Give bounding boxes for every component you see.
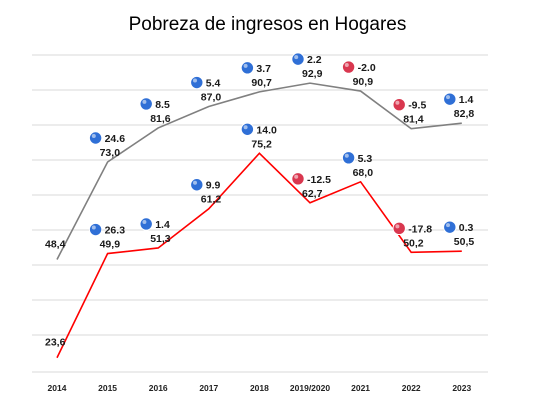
x-tick-label: 2017 [199, 383, 218, 393]
change-label: 5.3 [358, 153, 373, 165]
marker-highlight [142, 99, 147, 104]
increase-marker [190, 75, 204, 90]
data-label: 23,6 [45, 337, 66, 349]
decrease-marker [392, 98, 406, 112]
data-label: 50,2 [403, 237, 424, 249]
x-tick-label: 2022 [402, 383, 421, 393]
marker-highlight [294, 174, 299, 179]
marker-highlight [193, 78, 197, 83]
increase-marker [139, 217, 153, 231]
x-tick-label: 2019/2020 [290, 383, 330, 393]
marker-highlight [446, 95, 450, 100]
increase-marker [341, 151, 356, 165]
data-label: 73,0 [100, 147, 121, 159]
decrease-marker [341, 60, 356, 74]
marker-highlight [344, 153, 349, 158]
data-label: 92,9 [302, 68, 323, 80]
increase-marker [443, 220, 457, 234]
increase-marker [240, 122, 255, 136]
change-label: 2.2 [307, 54, 322, 66]
decrease-marker [392, 221, 406, 236]
data-label: 82,8 [454, 108, 475, 120]
increase-marker [240, 61, 255, 75]
marker-highlight [243, 125, 248, 130]
data-label: 87,0 [201, 92, 222, 104]
increase-marker [190, 178, 204, 192]
x-tick-label: 2015 [98, 383, 117, 393]
change-label: -2.0 [358, 62, 376, 74]
series-line-red [56, 152, 462, 359]
data-label: 50,5 [454, 236, 475, 248]
increase-marker [88, 131, 103, 145]
series-line-gray [56, 82, 462, 260]
change-label: 26.3 [105, 225, 126, 237]
x-tick-label: 2014 [48, 383, 67, 393]
data-label: 75,2 [251, 138, 272, 150]
data-label: 90,9 [353, 76, 374, 88]
marker-highlight [243, 63, 248, 68]
marker-highlight [91, 225, 96, 230]
marker-highlight [395, 100, 400, 105]
change-label: 14.0 [256, 124, 277, 136]
marker-highlight [344, 63, 349, 68]
change-label: 5.4 [206, 78, 221, 90]
change-label: 9.9 [206, 180, 221, 192]
change-label: -12.5 [307, 174, 331, 186]
change-label: 1.4 [459, 94, 474, 106]
increase-marker [443, 92, 457, 106]
marker-highlight [395, 224, 400, 229]
data-label: 48,4 [45, 238, 66, 250]
change-label: -9.5 [408, 100, 426, 112]
data-label: 51,3 [150, 233, 171, 245]
marker-highlight [294, 55, 299, 60]
marker-highlight [446, 223, 450, 228]
data-label: 62,7 [302, 188, 323, 200]
x-tick-label: 2016 [149, 383, 168, 393]
change-label: 3.7 [256, 63, 271, 75]
increase-marker [291, 52, 305, 66]
increase-marker [139, 97, 153, 111]
marker-highlight [91, 133, 96, 138]
change-label: 1.4 [155, 219, 170, 231]
x-tick-label: 2018 [250, 383, 269, 393]
change-label: 8.5 [155, 99, 170, 111]
increase-marker [88, 222, 103, 237]
x-tick-label: 2021 [351, 383, 370, 393]
marker-highlight [193, 180, 197, 185]
data-label: 81,4 [403, 114, 424, 126]
chart-title: Pobreza de ingresos en Hogares [128, 14, 407, 35]
data-label: 90,7 [251, 77, 272, 89]
data-label: 81,6 [150, 113, 171, 125]
decrease-marker [291, 172, 305, 186]
marker-highlight [142, 219, 147, 224]
change-label: 0.3 [459, 222, 474, 234]
x-tick-label: 2023 [452, 383, 471, 393]
change-label: 24.6 [105, 133, 126, 145]
data-label: 49,9 [100, 239, 121, 251]
change-label: -17.8 [408, 223, 432, 235]
data-label: 61,2 [201, 194, 222, 206]
data-label: 68,0 [353, 167, 374, 179]
